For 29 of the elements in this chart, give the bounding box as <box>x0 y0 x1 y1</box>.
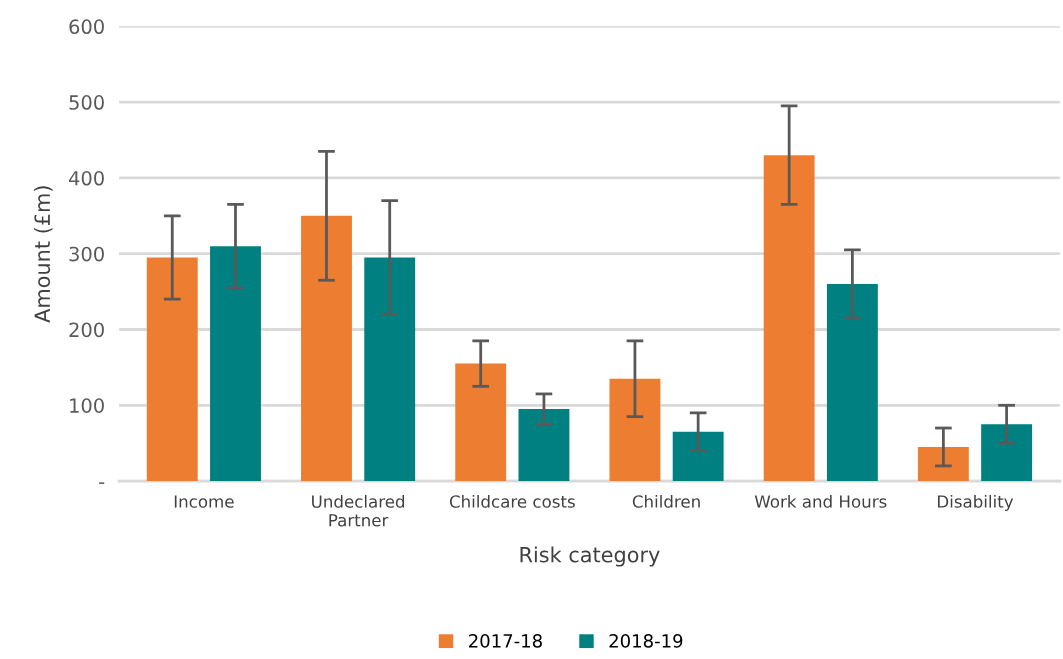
x-tick-label: Work and Hours <box>754 494 887 508</box>
y-tick-label: 500 <box>69 95 104 110</box>
y-tick-label: - <box>99 482 105 484</box>
x-tick-label: Disability <box>938 494 1014 512</box>
x-tick-label: Children <box>632 494 700 508</box>
x-axis-title: Risk category <box>520 546 660 567</box>
bar <box>826 284 878 482</box>
y-tick-label: 600 <box>69 19 104 35</box>
bar <box>763 155 815 482</box>
bar <box>146 257 198 482</box>
x-tick-label: Undeclared Partner <box>312 494 405 527</box>
legend-label: 2017-18 <box>469 634 542 648</box>
x-tick-label: Income <box>174 495 234 508</box>
bar <box>917 446 969 482</box>
bar <box>609 378 661 482</box>
x-tick-label: Childcare costs <box>449 494 575 508</box>
y-tick-label: 400 <box>69 170 104 186</box>
y-tick-label: 100 <box>70 398 104 413</box>
bar <box>981 424 1033 482</box>
bar <box>455 363 507 482</box>
bar <box>364 257 416 482</box>
y-axis-title: Amount (£m) <box>34 186 53 323</box>
bar <box>210 246 261 482</box>
bar <box>672 431 724 482</box>
y-tick-label: 300 <box>69 246 104 262</box>
legend-label: 2018-19 <box>609 634 683 648</box>
y-tick-label: 200 <box>69 322 104 338</box>
bar <box>301 215 352 482</box>
bar <box>518 409 570 482</box>
